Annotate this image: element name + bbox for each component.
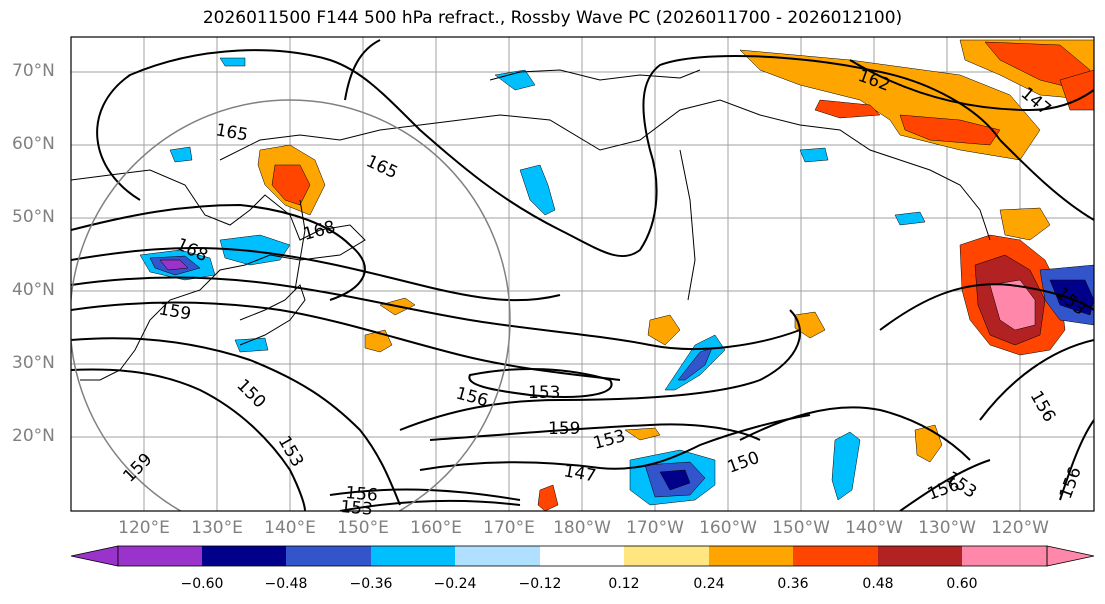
colorbar-tick-label: −0.36	[349, 576, 393, 592]
colorbar-tick-label: −0.60	[180, 576, 224, 592]
lon-label: 140°E	[264, 518, 316, 538]
colorbar	[70, 545, 1095, 567]
lon-label: 180°W	[553, 518, 611, 538]
colorbar-frame	[117, 545, 1048, 567]
lat-label: 20°N	[12, 426, 55, 446]
lon-label: 170°W	[626, 518, 684, 538]
colorbar-tick-label: 0.36	[777, 576, 809, 592]
height-contours	[71, 39, 1094, 511]
lon-label: 120°E	[118, 518, 170, 538]
contour-label: 153	[528, 383, 560, 403]
colorbar-cell	[962, 546, 1047, 566]
lon-label: 160°W	[699, 518, 757, 538]
colorbar-tick-label: −0.48	[264, 576, 308, 592]
lat-label: 50°N	[12, 207, 55, 227]
colorbar-cell	[540, 546, 624, 566]
contour-label: 159	[548, 419, 580, 439]
lon-label: 150°W	[772, 518, 830, 538]
colorbar-cell	[878, 546, 962, 566]
lon-label: 170°E	[483, 518, 535, 538]
colorbar-cell	[371, 546, 455, 566]
lat-label: 40°N	[12, 280, 55, 300]
colorbar-cell	[286, 546, 371, 566]
lon-label: 130°W	[918, 518, 976, 538]
colorbar-cell	[793, 546, 878, 566]
lon-label: 130°E	[191, 518, 243, 538]
contour-label: 153	[340, 497, 374, 520]
colorbar-tick-label: 0.48	[862, 576, 894, 592]
colorbar-tick-label: 0.12	[608, 576, 640, 592]
map-title: 2026011500 F144 500 hPa refract., Rossby…	[202, 8, 903, 28]
colorbar-cell	[202, 546, 286, 566]
colorbar-extend-low	[70, 545, 119, 567]
lon-label: 160°E	[410, 518, 462, 538]
colorbar-tick-label: −0.12	[518, 576, 562, 592]
colorbar-tick-label: 0.24	[693, 576, 725, 592]
colorbar-extend-high	[1046, 545, 1095, 567]
lat-label: 60°N	[12, 134, 55, 154]
colorbar-tick-label: 0.60	[946, 576, 978, 592]
anomaly-shading	[139, 39, 1094, 511]
colorbar-cell	[624, 546, 709, 566]
colorbar-cell	[709, 546, 793, 566]
colorbar-tick-label: −0.24	[433, 576, 477, 592]
colorbar-cell	[118, 546, 202, 566]
lon-label: 140°W	[845, 518, 903, 538]
lat-label: 70°N	[12, 61, 55, 81]
contour-label: 156	[345, 483, 379, 506]
lon-label: 150°E	[337, 518, 389, 538]
lat-label: 30°N	[12, 353, 55, 373]
colorbar-cell	[455, 546, 540, 566]
analysis-circle	[71, 99, 511, 511]
map-frame	[70, 36, 1095, 512]
lon-label: 120°W	[991, 518, 1049, 538]
coastlines	[71, 69, 991, 381]
